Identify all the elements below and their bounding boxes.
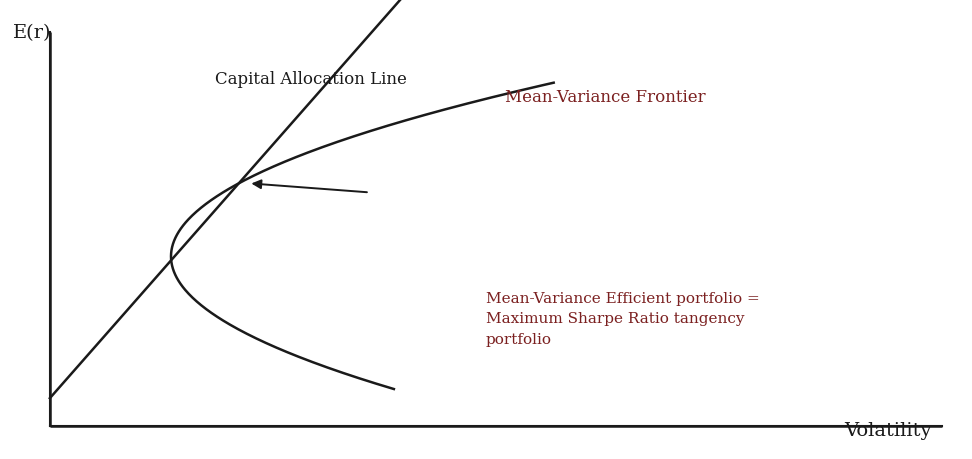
Text: Mean-Variance Efficient portfolio =
Maximum Sharpe Ratio tangency
portfolio: Mean-Variance Efficient portfolio = Maxi…	[486, 291, 760, 346]
Text: Volatility: Volatility	[845, 421, 932, 439]
Text: Capital Allocation Line: Capital Allocation Line	[215, 71, 406, 87]
Text: Mean-Variance Frontier: Mean-Variance Frontier	[505, 89, 706, 106]
Text: E(r): E(r)	[14, 24, 52, 42]
